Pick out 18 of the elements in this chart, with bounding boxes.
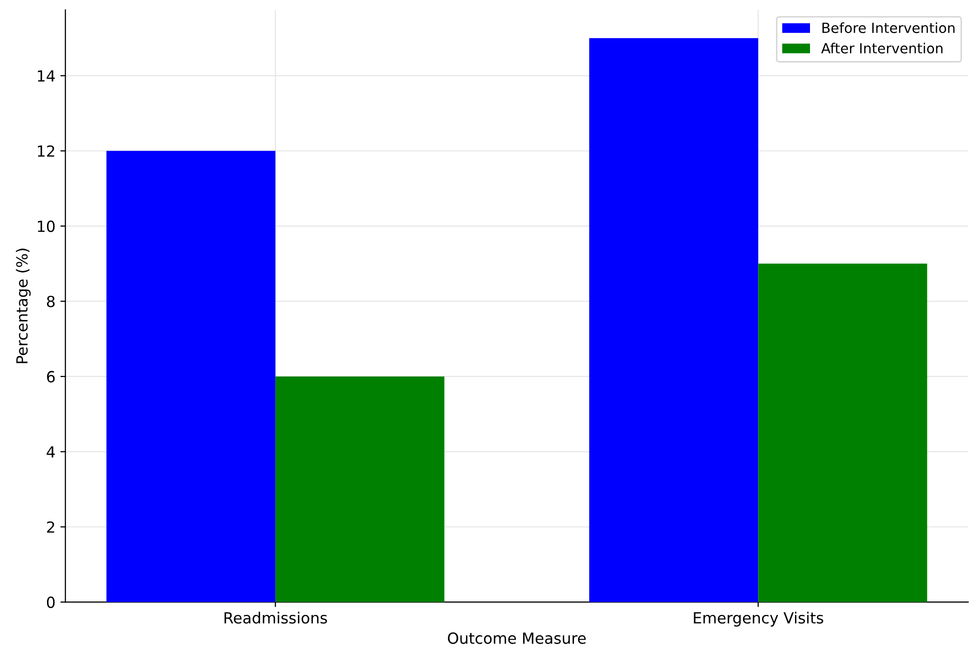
bar <box>758 264 928 602</box>
x-tick-label: Readmissions <box>224 612 327 624</box>
y-tick-label: 4 <box>46 446 55 458</box>
bar <box>106 150 276 602</box>
y-tick-label: 10 <box>38 220 55 232</box>
y-tick-label: 12 <box>38 145 54 157</box>
x-axis-title: Outcome Measure <box>448 632 586 644</box>
bar <box>275 376 444 602</box>
y-tick-label: 2 <box>47 521 54 533</box>
legend-label: Before Intervention <box>822 22 955 34</box>
y-tick-label: 8 <box>46 296 55 308</box>
y-tick-label: 0 <box>46 596 55 608</box>
x-tick-label: Emergency Visits <box>694 612 824 627</box>
y-axis-title: Percentage (%) <box>16 248 31 364</box>
bar <box>589 38 758 602</box>
y-tick-label: 14 <box>38 70 55 82</box>
legend-label: After Intervention <box>821 42 942 54</box>
y-tick-label: 6 <box>47 370 55 382</box>
